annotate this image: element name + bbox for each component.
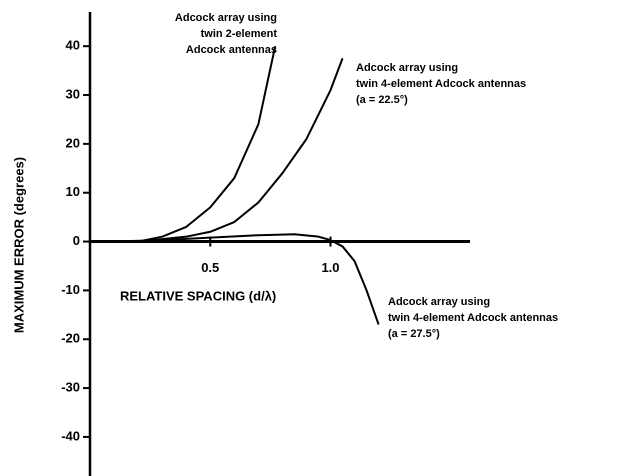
- y-axis-label: MAXIMUM ERROR (degrees): [11, 157, 26, 333]
- annotation: Adcock array using: [388, 296, 490, 308]
- y-tick-label: 20: [66, 135, 80, 150]
- annotation: Adcock array using: [175, 12, 277, 24]
- annotation: (a = 27.5°): [388, 328, 440, 340]
- annotation: twin 2-element: [201, 28, 278, 40]
- annotation: (a = 22.5°): [356, 94, 408, 106]
- line-series: [137, 45, 277, 243]
- x-tick-label: 1.0: [321, 260, 339, 275]
- y-tick-label: -30: [61, 380, 80, 395]
- x-axis-label: RELATIVE SPACING (d/λ): [120, 288, 276, 303]
- y-tick-label: 30: [66, 86, 80, 101]
- y-tick-label: 40: [66, 38, 80, 53]
- annotation: Adcock antennas: [186, 44, 277, 56]
- annotation: twin 4-element Adcock antennas: [388, 312, 558, 324]
- x-tick-label: 0.5: [201, 260, 219, 275]
- y-tick-label: 10: [66, 184, 80, 199]
- line-series: [137, 58, 344, 243]
- line-series: [114, 233, 380, 325]
- y-tick-label: -10: [61, 282, 80, 297]
- y-tick-label: 0: [73, 233, 80, 248]
- y-tick-label: -20: [61, 331, 80, 346]
- annotation: Adcock array using: [356, 62, 458, 74]
- annotation: twin 4-element Adcock antennas: [356, 78, 526, 90]
- y-tick-label: -40: [61, 428, 80, 443]
